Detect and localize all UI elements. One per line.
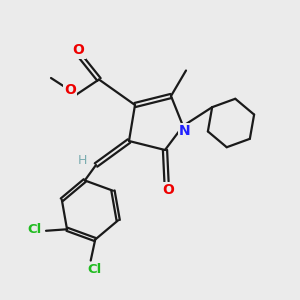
Text: N: N xyxy=(179,124,190,138)
Text: O: O xyxy=(64,83,76,97)
Text: Cl: Cl xyxy=(28,223,42,236)
Text: Cl: Cl xyxy=(87,263,101,276)
Text: H: H xyxy=(78,154,87,167)
Text: O: O xyxy=(162,184,174,197)
Text: O: O xyxy=(73,44,85,57)
